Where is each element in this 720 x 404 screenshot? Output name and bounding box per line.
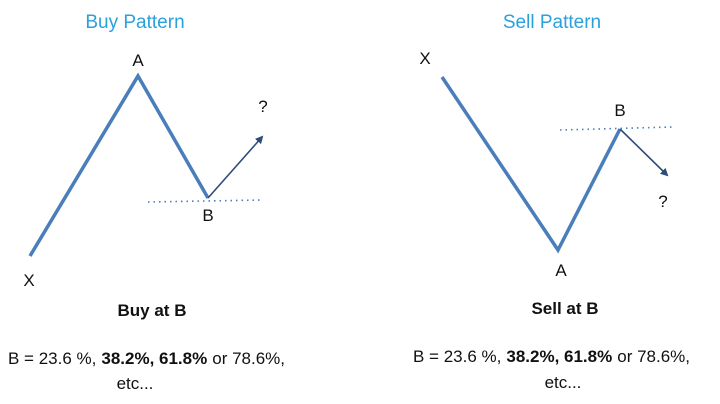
question-mark: ?: [658, 192, 667, 211]
levels-more: etc...: [545, 373, 582, 392]
levels-run: or 78.6%,: [212, 349, 285, 368]
levels-text: B = 23.6 %, 38.2%, 61.8% or 78.6%,: [8, 349, 285, 368]
levels-run: B = 23.6 %,: [8, 349, 96, 368]
levels-run: 38.2%, 61.8%: [506, 347, 612, 366]
panel-title: Buy Pattern: [85, 12, 184, 33]
wave: [440, 76, 622, 254]
projection-arrow: [619, 128, 669, 177]
levels-run: or 78.6%,: [617, 347, 690, 366]
levels-run: 38.2%, 61.8%: [101, 349, 207, 368]
levels-run: B = 23.6 %,: [413, 347, 501, 366]
point-label: A: [132, 51, 144, 70]
point-label: X: [419, 49, 430, 68]
action-label: Sell at B: [531, 299, 598, 318]
level-line: [559, 126, 673, 131]
point-label: B: [202, 206, 213, 225]
point-label: B: [614, 101, 625, 120]
buy-panel: Buy Pattern A ? B X Buy at B B = 23.6 %,…: [8, 12, 285, 393]
action-label: Buy at B: [118, 301, 187, 320]
projection-arrow: [207, 135, 264, 199]
sell-panel: Sell Pattern X B ? A Sell at B B = 23.6 …: [413, 12, 690, 392]
levels-text: B = 23.6 %, 38.2%, 61.8% or 78.6%,: [413, 347, 690, 366]
wave: [28, 72, 210, 257]
panel-title: Sell Pattern: [503, 12, 601, 33]
level-line: [147, 199, 263, 203]
question-mark: ?: [258, 97, 267, 116]
levels-more: etc...: [117, 374, 154, 393]
point-label: X: [23, 271, 34, 290]
point-label: A: [555, 261, 567, 280]
